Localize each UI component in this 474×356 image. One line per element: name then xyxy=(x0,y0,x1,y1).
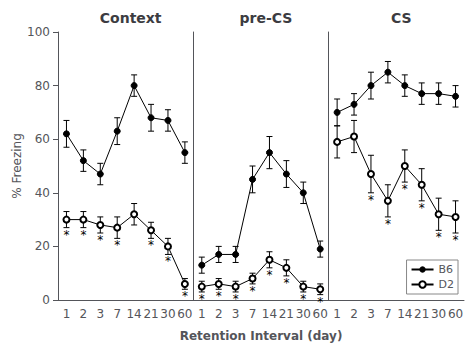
svg-text:*: * xyxy=(436,230,442,244)
svg-text:2: 2 xyxy=(80,307,88,321)
svg-text:30: 30 xyxy=(431,307,446,321)
svg-text:Retention Interval (day): Retention Interval (day) xyxy=(180,329,343,343)
svg-text:3: 3 xyxy=(96,307,104,321)
svg-text:7: 7 xyxy=(384,307,392,321)
svg-text:*: * xyxy=(97,233,103,247)
svg-text:60: 60 xyxy=(35,132,50,146)
svg-text:*: * xyxy=(80,228,86,242)
svg-text:*: * xyxy=(148,238,154,252)
svg-text:30: 30 xyxy=(160,307,175,321)
svg-text:60: 60 xyxy=(448,307,463,321)
svg-text:21: 21 xyxy=(143,307,158,321)
svg-text:60: 60 xyxy=(313,307,328,321)
svg-text:*: * xyxy=(419,201,425,215)
svg-text:D2: D2 xyxy=(439,278,454,291)
svg-text:60: 60 xyxy=(177,307,192,321)
svg-text:*: * xyxy=(453,233,459,247)
svg-text:*: * xyxy=(368,193,374,207)
svg-text:B6: B6 xyxy=(439,263,454,276)
svg-text:30: 30 xyxy=(296,307,311,321)
svg-text:21: 21 xyxy=(279,307,294,321)
svg-text:7: 7 xyxy=(249,307,257,321)
svg-text:pre-CS: pre-CS xyxy=(240,10,293,26)
svg-text:80: 80 xyxy=(35,79,50,93)
svg-text:14: 14 xyxy=(397,307,412,321)
svg-text:1: 1 xyxy=(198,307,206,321)
svg-text:Context: Context xyxy=(100,10,162,26)
svg-text:3: 3 xyxy=(232,307,240,321)
svg-text:*: * xyxy=(317,295,323,309)
svg-text:3: 3 xyxy=(367,307,375,321)
svg-text:*: * xyxy=(114,238,120,252)
svg-text:*: * xyxy=(266,268,272,282)
svg-text:2: 2 xyxy=(350,307,358,321)
svg-text:1: 1 xyxy=(333,307,341,321)
svg-text:20: 20 xyxy=(35,239,50,253)
svg-text:*: * xyxy=(216,289,222,303)
svg-text:2: 2 xyxy=(215,307,223,321)
svg-text:*: * xyxy=(283,276,289,290)
svg-text:*: * xyxy=(385,217,391,231)
svg-text:*: * xyxy=(199,292,205,306)
svg-text:40: 40 xyxy=(35,186,50,200)
svg-text:14: 14 xyxy=(262,307,277,321)
svg-text:% Freezing: % Freezing xyxy=(10,133,24,199)
svg-text:14: 14 xyxy=(126,307,141,321)
svg-text:*: * xyxy=(182,289,188,303)
svg-text:*: * xyxy=(233,292,239,306)
svg-text:CS: CS xyxy=(391,10,412,26)
svg-text:7: 7 xyxy=(113,307,121,321)
svg-text:*: * xyxy=(63,228,69,242)
svg-text:1: 1 xyxy=(63,307,71,321)
svg-text:*: * xyxy=(402,182,408,196)
svg-text:*: * xyxy=(165,254,171,268)
svg-text:0: 0 xyxy=(42,293,50,307)
svg-text:21: 21 xyxy=(414,307,429,321)
svg-text:100: 100 xyxy=(27,25,50,39)
svg-text:*: * xyxy=(250,284,256,298)
svg-text:*: * xyxy=(300,292,306,306)
